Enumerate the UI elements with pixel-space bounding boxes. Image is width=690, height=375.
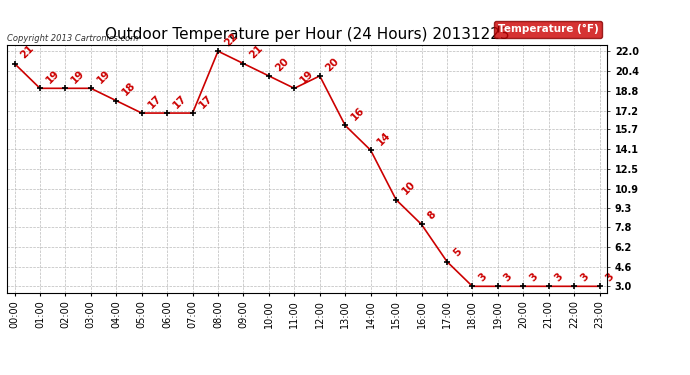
Text: 8: 8 bbox=[426, 210, 438, 222]
Text: 19: 19 bbox=[299, 68, 316, 86]
Text: 5: 5 bbox=[451, 247, 463, 259]
Text: 14: 14 bbox=[375, 130, 392, 147]
Text: 21: 21 bbox=[248, 44, 265, 61]
Text: 18: 18 bbox=[121, 81, 138, 98]
Text: 17: 17 bbox=[171, 93, 189, 110]
Text: 19: 19 bbox=[95, 68, 112, 86]
Title: Outdoor Temperature per Hour (24 Hours) 20131223: Outdoor Temperature per Hour (24 Hours) … bbox=[105, 27, 509, 42]
Text: 22: 22 bbox=[222, 31, 239, 48]
Text: 17: 17 bbox=[197, 93, 214, 110]
Text: 10: 10 bbox=[400, 180, 417, 197]
Text: 3: 3 bbox=[553, 272, 565, 284]
Text: 20: 20 bbox=[273, 56, 290, 73]
Text: 17: 17 bbox=[146, 93, 164, 110]
Text: 3: 3 bbox=[477, 272, 489, 284]
Text: 21: 21 bbox=[19, 44, 36, 61]
Text: 3: 3 bbox=[502, 272, 514, 284]
Legend: Temperature (°F): Temperature (°F) bbox=[494, 21, 602, 38]
Text: 16: 16 bbox=[349, 105, 366, 123]
Text: Copyright 2013 Cartronics.com: Copyright 2013 Cartronics.com bbox=[7, 33, 138, 42]
Text: 3: 3 bbox=[578, 272, 591, 284]
Text: 20: 20 bbox=[324, 56, 342, 73]
Text: 3: 3 bbox=[527, 272, 540, 284]
Text: 19: 19 bbox=[70, 68, 87, 86]
Text: 3: 3 bbox=[604, 272, 616, 284]
Text: 19: 19 bbox=[44, 68, 61, 86]
